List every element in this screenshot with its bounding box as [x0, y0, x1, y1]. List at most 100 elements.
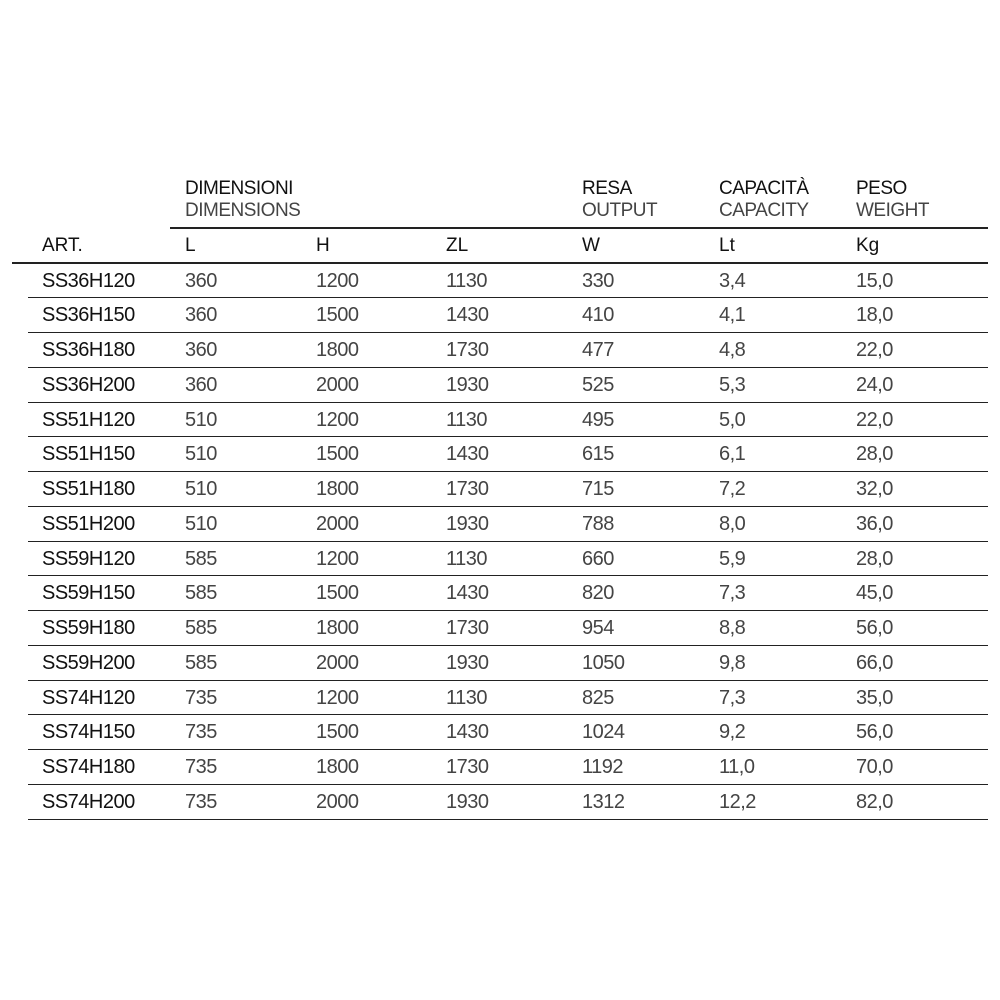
cell-w: 1312	[582, 790, 625, 813]
cell-l: 585	[185, 651, 217, 674]
cell-w: 660	[582, 547, 614, 570]
table-row: SS36H180 360 1800 1730 477 4,8 22,0	[28, 333, 988, 368]
cell-lt: 11,0	[719, 756, 755, 778]
table-row: SS51H120 510 1200 1130 495 5,0 22,0	[28, 403, 988, 438]
cell-h: 1200	[316, 269, 359, 292]
cell-kg: 56,0	[856, 721, 893, 744]
column-header-divider	[12, 262, 988, 264]
cell-kg: 66,0	[856, 651, 893, 674]
cell-l: 360	[185, 269, 217, 292]
cell-zl: 1730	[446, 756, 489, 778]
cell-lt: 9,2	[719, 721, 746, 744]
cell-h: 1200	[316, 547, 359, 570]
table-row: SS74H200 735 2000 1930 1312 12,2 82,0	[28, 785, 988, 820]
cell-w: 525	[582, 373, 614, 396]
cell-w: 477	[582, 339, 614, 361]
cell-art: SS36H120	[42, 269, 135, 292]
cell-kg: 24,0	[856, 373, 893, 396]
cell-zl: 1130	[446, 269, 488, 292]
cell-h: 1500	[316, 582, 359, 605]
cell-kg: 36,0	[856, 512, 893, 535]
cell-kg: 28,0	[856, 547, 893, 570]
column-header-l: L	[185, 235, 196, 256]
cell-lt: 3,4	[719, 269, 746, 292]
cell-lt: 8,8	[719, 617, 746, 639]
header-capacity-it: CAPACITÀ	[719, 178, 809, 199]
header-dimensions-en: DIMENSIONS	[185, 200, 301, 221]
cell-art: SS59H200	[42, 651, 135, 674]
header-divider	[170, 227, 988, 229]
column-header-w: W	[582, 235, 600, 256]
cell-zl: 1430	[446, 582, 489, 605]
header-output-en: OUTPUT	[582, 200, 658, 221]
cell-h: 2000	[316, 373, 359, 396]
cell-kg: 70,0	[856, 756, 893, 778]
cell-l: 510	[185, 478, 217, 500]
cell-h: 1200	[316, 408, 359, 431]
cell-w: 1192	[582, 756, 624, 778]
cell-h: 1800	[316, 339, 359, 361]
table-row: SS59H200 585 2000 1930 1050 9,8 66,0	[28, 646, 988, 681]
cell-zl: 1730	[446, 478, 489, 500]
cell-kg: 32,0	[856, 478, 893, 500]
cell-lt: 7,2	[719, 478, 746, 500]
cell-art: SS51H120	[42, 408, 135, 431]
cell-l: 735	[185, 721, 217, 744]
header-weight-it: PESO	[856, 178, 907, 199]
cell-l: 510	[185, 512, 217, 535]
cell-zl: 1930	[446, 790, 489, 813]
cell-zl: 1130	[446, 686, 488, 709]
cell-art: SS74H150	[42, 721, 135, 744]
table-row: SS51H200 510 2000 1930 788 8,0 36,0	[28, 507, 988, 542]
cell-lt: 6,1	[719, 443, 746, 466]
cell-h: 1500	[316, 721, 359, 744]
cell-art: SS36H200	[42, 373, 135, 396]
cell-kg: 56,0	[856, 617, 893, 639]
header-output-it: RESA	[582, 178, 632, 199]
cell-w: 410	[582, 304, 614, 327]
cell-art: SS74H200	[42, 790, 135, 813]
cell-zl: 1430	[446, 304, 489, 327]
cell-w: 954	[582, 617, 614, 639]
cell-zl: 1430	[446, 721, 489, 744]
cell-kg: 35,0	[856, 686, 893, 709]
cell-l: 510	[185, 443, 217, 466]
cell-kg: 28,0	[856, 443, 893, 466]
table-row: SS74H180 735 1800 1730 1192 11,0 70,0	[28, 750, 988, 785]
cell-w: 615	[582, 443, 614, 466]
header-capacity-en: CAPACITY	[719, 200, 809, 221]
cell-kg: 45,0	[856, 582, 893, 605]
cell-zl: 1930	[446, 373, 489, 396]
cell-zl: 1130	[446, 547, 488, 570]
table-row: SS59H180 585 1800 1730 954 8,8 56,0	[28, 611, 988, 646]
cell-h: 1500	[316, 443, 359, 466]
cell-h: 1800	[316, 478, 359, 500]
cell-h: 1800	[316, 617, 359, 639]
cell-art: SS74H180	[42, 756, 135, 778]
cell-lt: 8,0	[719, 512, 746, 535]
cell-lt: 4,8	[719, 339, 746, 361]
table-row: SS51H180 510 1800 1730 715 7,2 32,0	[28, 472, 988, 507]
cell-l: 360	[185, 304, 217, 327]
cell-w: 1024	[582, 721, 625, 744]
cell-l: 510	[185, 408, 217, 431]
table-row: SS74H120 735 1200 1130 825 7,3 35,0	[28, 681, 988, 716]
cell-l: 585	[185, 547, 217, 570]
cell-art: SS36H180	[42, 339, 135, 361]
column-header-h: H	[316, 235, 330, 256]
table-row: SS59H120 585 1200 1130 660 5,9 28,0	[28, 542, 988, 577]
cell-l: 585	[185, 617, 217, 639]
table-row: SS36H120 360 1200 1130 330 3,4 15,0	[28, 264, 988, 299]
cell-kg: 22,0	[856, 339, 893, 361]
cell-lt: 5,9	[719, 547, 746, 570]
cell-zl: 1730	[446, 339, 489, 361]
column-header-art: ART.	[42, 235, 83, 256]
header-dimensions-it: DIMENSIONI	[185, 178, 293, 199]
cell-art: SS74H120	[42, 686, 135, 709]
cell-w: 330	[582, 269, 614, 292]
cell-w: 825	[582, 686, 614, 709]
table-row: SS59H150 585 1500 1430 820 7,3 45,0	[28, 576, 988, 611]
cell-lt: 7,3	[719, 582, 746, 605]
cell-l: 360	[185, 373, 217, 396]
cell-l: 735	[185, 756, 217, 778]
